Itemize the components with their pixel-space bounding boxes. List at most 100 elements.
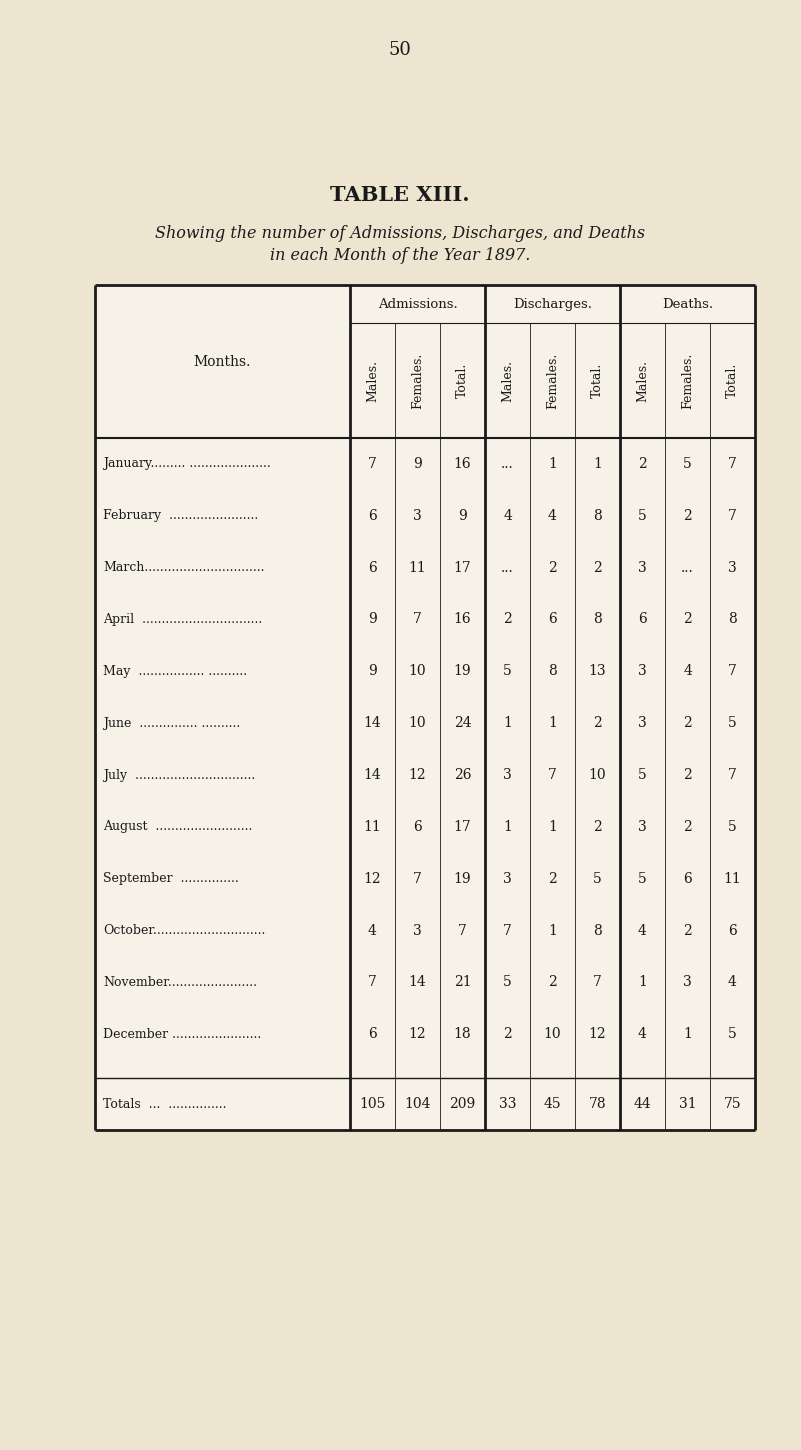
Text: 18: 18 [453, 1027, 471, 1041]
Text: 4: 4 [548, 509, 557, 523]
Text: 5: 5 [638, 768, 647, 782]
Text: 19: 19 [453, 871, 471, 886]
Text: 105: 105 [360, 1098, 386, 1111]
Text: 2: 2 [593, 716, 602, 731]
Text: Showing the number of Admissions, Discharges, and Deaths: Showing the number of Admissions, Discha… [155, 225, 645, 242]
Text: 9: 9 [368, 612, 377, 626]
Text: 2: 2 [638, 457, 647, 471]
Text: 3: 3 [638, 561, 647, 574]
Text: 33: 33 [499, 1098, 517, 1111]
Bar [95, 286, 755, 1130]
Text: 7: 7 [368, 457, 377, 471]
Text: Months.: Months. [194, 354, 252, 368]
Text: 7: 7 [728, 768, 737, 782]
Text: 8: 8 [593, 509, 602, 523]
Text: 2: 2 [683, 819, 692, 834]
Text: 24: 24 [453, 716, 471, 731]
Text: Total.: Total. [726, 362, 739, 399]
Text: 12: 12 [364, 871, 381, 886]
Text: 12: 12 [589, 1027, 606, 1041]
Text: 10: 10 [409, 716, 426, 731]
Text: 14: 14 [364, 716, 381, 731]
Text: 2: 2 [683, 924, 692, 938]
Text: 8: 8 [728, 612, 737, 626]
Text: 12: 12 [409, 1027, 426, 1041]
Text: 8: 8 [548, 664, 557, 679]
Text: 5: 5 [683, 457, 692, 471]
Text: February  .......................: February ....................... [103, 509, 258, 522]
Text: 2: 2 [683, 612, 692, 626]
Text: 7: 7 [728, 457, 737, 471]
Text: 5: 5 [593, 871, 602, 886]
Text: 7: 7 [503, 924, 512, 938]
Text: Deaths.: Deaths. [662, 297, 713, 310]
Text: 2: 2 [593, 561, 602, 574]
Text: 3: 3 [683, 976, 692, 989]
Text: 6: 6 [548, 612, 557, 626]
Text: 1: 1 [503, 716, 512, 731]
Text: 78: 78 [589, 1098, 606, 1111]
Text: 45: 45 [544, 1098, 562, 1111]
Text: Totals  ...  ...............: Totals ... ............... [103, 1098, 227, 1111]
Text: 5: 5 [728, 819, 737, 834]
Text: 10: 10 [409, 664, 426, 679]
Text: 9: 9 [458, 509, 467, 523]
Text: September  ...............: September ............... [103, 873, 239, 884]
Text: 4: 4 [503, 509, 512, 523]
Text: 19: 19 [453, 664, 471, 679]
Text: ...: ... [501, 561, 514, 574]
Text: 6: 6 [368, 561, 377, 574]
Text: 21: 21 [453, 976, 471, 989]
Text: Admissions.: Admissions. [377, 297, 457, 310]
Text: 10: 10 [544, 1027, 562, 1041]
Text: 3: 3 [638, 819, 647, 834]
Text: 4: 4 [638, 1027, 647, 1041]
Text: 2: 2 [683, 768, 692, 782]
Text: 3: 3 [638, 716, 647, 731]
Text: 6: 6 [368, 509, 377, 523]
Text: 4: 4 [638, 924, 647, 938]
Text: 2: 2 [683, 509, 692, 523]
Text: Males.: Males. [636, 360, 649, 402]
Text: 7: 7 [413, 871, 422, 886]
Text: 9: 9 [368, 664, 377, 679]
Text: Total.: Total. [456, 362, 469, 399]
Text: 10: 10 [589, 768, 606, 782]
Text: 1: 1 [683, 1027, 692, 1041]
Text: 1: 1 [548, 924, 557, 938]
Text: 12: 12 [409, 768, 426, 782]
Text: 7: 7 [728, 664, 737, 679]
Text: 7: 7 [458, 924, 467, 938]
Text: 2: 2 [548, 561, 557, 574]
Text: 2: 2 [593, 819, 602, 834]
Text: 1: 1 [548, 457, 557, 471]
Text: June  ............... ..........: June ............... .......... [103, 716, 240, 729]
Text: July  ...............................: July ............................... [103, 768, 256, 782]
Text: 209: 209 [449, 1098, 476, 1111]
Text: 5: 5 [728, 1027, 737, 1041]
Text: May  ................. ..........: May ................. .......... [103, 664, 248, 677]
Text: 1: 1 [548, 716, 557, 731]
Text: December .......................: December ....................... [103, 1028, 261, 1041]
Text: 7: 7 [413, 612, 422, 626]
Text: 8: 8 [593, 612, 602, 626]
Text: April  ...............................: April ............................... [103, 613, 262, 626]
Text: ...: ... [501, 457, 514, 471]
Text: 2: 2 [503, 1027, 512, 1041]
Text: Females.: Females. [681, 352, 694, 409]
Text: 3: 3 [413, 509, 422, 523]
Text: 5: 5 [638, 509, 647, 523]
Text: 6: 6 [728, 924, 737, 938]
Text: 11: 11 [723, 871, 742, 886]
Text: 11: 11 [409, 561, 426, 574]
Text: 14: 14 [364, 768, 381, 782]
Text: 7: 7 [548, 768, 557, 782]
Text: 16: 16 [453, 457, 471, 471]
Text: 7: 7 [368, 976, 377, 989]
Text: 1: 1 [548, 819, 557, 834]
Text: 2: 2 [503, 612, 512, 626]
Text: Discharges.: Discharges. [513, 297, 592, 310]
Text: 2: 2 [548, 871, 557, 886]
Text: 7: 7 [728, 509, 737, 523]
Text: 8: 8 [593, 924, 602, 938]
